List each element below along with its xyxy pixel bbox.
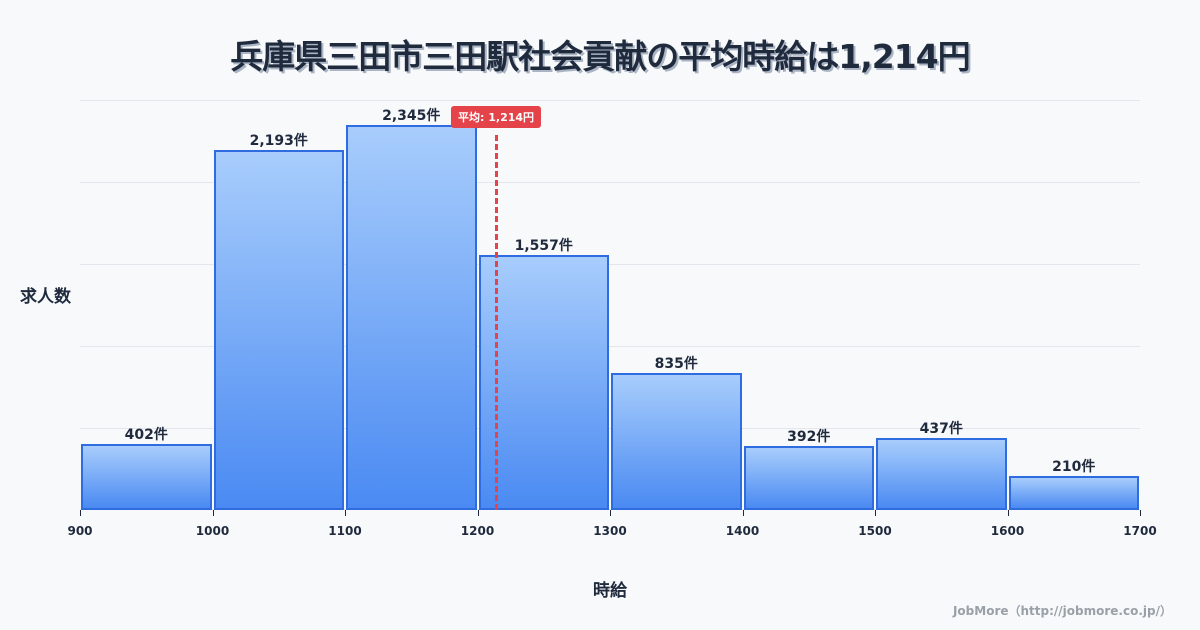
x-tick: [1007, 510, 1009, 516]
gridline: [80, 100, 1140, 101]
x-tick-label: 1100: [328, 524, 362, 538]
bar-value-label: 2,345件: [382, 108, 441, 125]
x-tick: [875, 510, 876, 516]
bar-value-label: 392件: [787, 428, 831, 445]
bar-value-label: 210件: [1052, 458, 1096, 475]
x-tick: [742, 510, 744, 516]
histogram-bar: [1008, 475, 1139, 510]
x-axis-baseline: [80, 509, 1140, 510]
histogram-bar: [611, 373, 742, 510]
bar-value-label: 1,557件: [514, 237, 573, 254]
histogram-bar: [478, 254, 609, 510]
x-tick: [345, 510, 346, 516]
bar-value-label: 2,193件: [249, 133, 308, 150]
histogram-bar: [743, 445, 874, 510]
x-tick-label: 1400: [725, 524, 760, 538]
x-tick: [477, 510, 479, 516]
chart-title: 兵庫県三田市三田駅社会貢献の平均時給は1,214円: [230, 37, 970, 76]
y-axis-label: 求人数: [20, 287, 71, 307]
x-tick-label: 1000: [195, 524, 230, 538]
x-tick: [80, 510, 81, 516]
x-tick-label: 1300: [593, 524, 627, 538]
x-axis-label: 時給: [593, 581, 627, 601]
histogram-plot-area: 402件 2,193件 2,345件 1,557件 835件 392件 437件 210件 平…: [67, 100, 1157, 538]
histogram-bar: [213, 150, 344, 510]
gridline: [80, 182, 1140, 183]
gridline: [80, 264, 1140, 265]
histogram-bar: [876, 438, 1007, 510]
x-tick-label: 1600: [990, 524, 1025, 538]
x-tick-label: 1700: [1123, 524, 1157, 538]
bar-value-label: 402件: [124, 427, 168, 444]
x-tick-label: 900: [67, 524, 93, 538]
bar-value-label: 437件: [919, 421, 963, 438]
x-tick: [610, 510, 611, 516]
x-tick-label: 1200: [460, 524, 495, 538]
histogram-bar: [81, 444, 212, 510]
gridline: [80, 428, 1140, 429]
gridline: [80, 346, 1140, 347]
x-tick: [1140, 510, 1141, 516]
histogram-bar: [346, 125, 477, 510]
average-badge: 平均: 1,214円: [451, 106, 542, 128]
bar-value-label: 835件: [654, 356, 698, 373]
average-line: [495, 135, 499, 510]
x-tick-label: 1500: [858, 524, 892, 538]
credit-text: JobMore（http://jobmore.co.jp/）: [952, 604, 1172, 618]
x-tick: [212, 510, 214, 516]
